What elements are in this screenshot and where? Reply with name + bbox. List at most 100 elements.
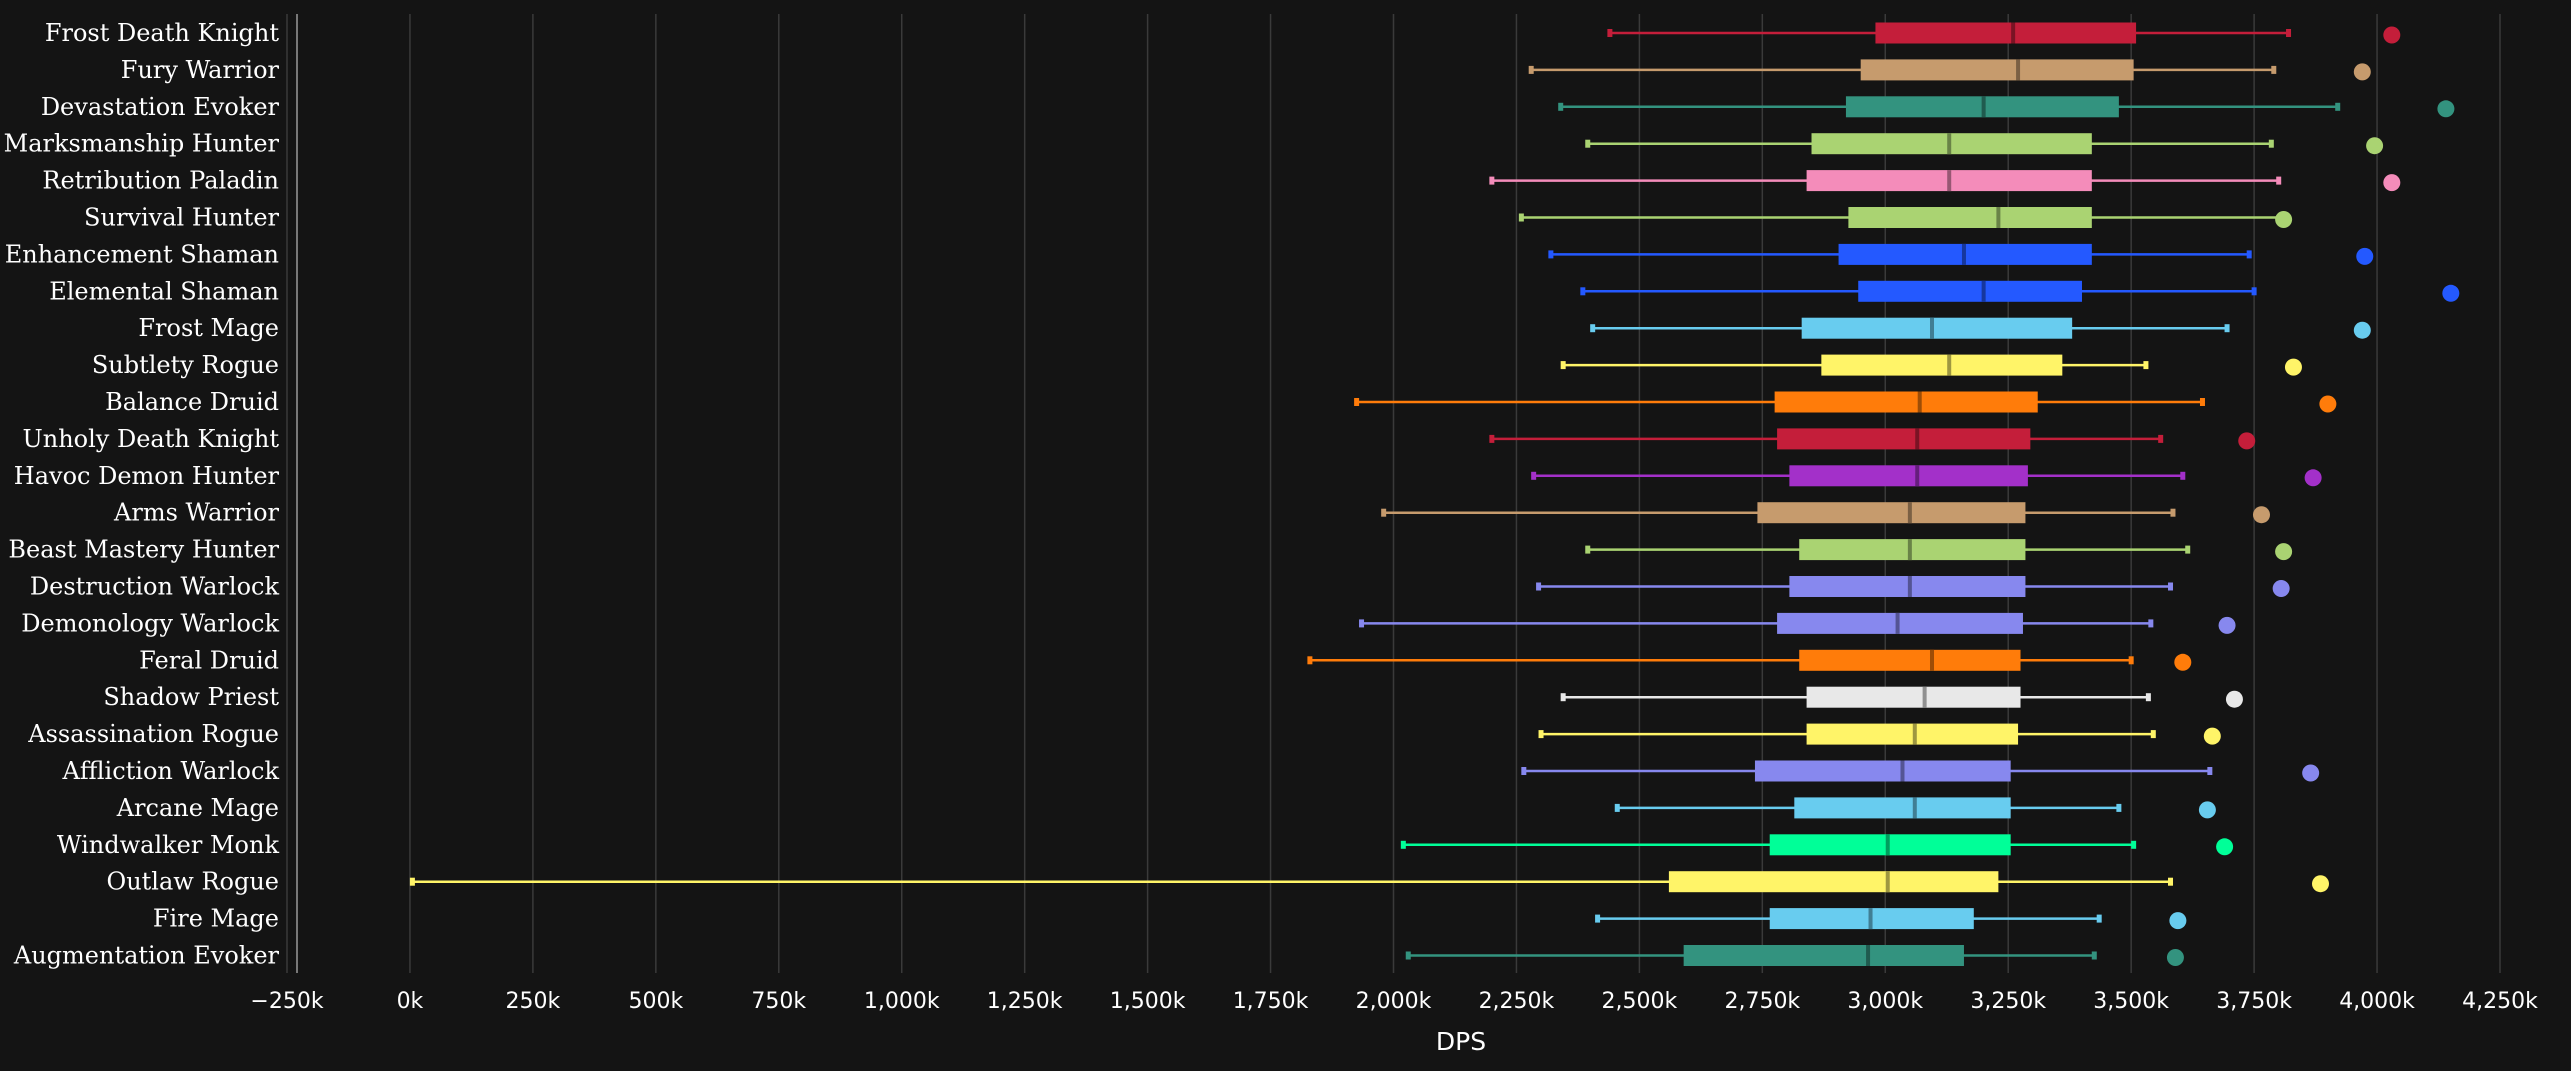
box-row bbox=[1585, 133, 2384, 155]
outlier-point bbox=[2356, 247, 2374, 265]
x-tick-label: 2,250k bbox=[1479, 989, 1555, 1014]
median-line bbox=[1996, 207, 2001, 228]
x-tick-label: 2,000k bbox=[1356, 989, 1432, 1014]
whisker-max-cap bbox=[2131, 840, 2137, 849]
outlier-point bbox=[2302, 764, 2320, 782]
box-row bbox=[1307, 649, 2192, 671]
whisker-max-cap bbox=[2251, 287, 2257, 296]
category-label: Retribution Paladin bbox=[42, 167, 279, 195]
whisker-min-cap bbox=[1590, 324, 1596, 333]
whisker-max-cap bbox=[2168, 877, 2174, 886]
category-label: Balance Druid bbox=[105, 388, 279, 416]
whisker-min-cap bbox=[1489, 434, 1495, 443]
category-label: Beast Mastery Hunter bbox=[8, 536, 279, 564]
whisker-max-cap bbox=[2091, 951, 2097, 960]
category-label: Arms Warrior bbox=[113, 499, 279, 527]
iqr-box bbox=[1794, 797, 2011, 819]
whisker-min-cap bbox=[1585, 139, 1591, 148]
outlier-point bbox=[2353, 63, 2371, 81]
box-row bbox=[1538, 723, 2221, 745]
box-row bbox=[1531, 465, 2322, 487]
whisker-min-cap bbox=[1405, 951, 1411, 960]
whisker-max-cap bbox=[2185, 545, 2191, 554]
x-tick-label: 1,500k bbox=[1110, 989, 1186, 1014]
median-line bbox=[1907, 539, 1912, 561]
outlier-point bbox=[2198, 801, 2216, 819]
median-line bbox=[1917, 391, 1922, 413]
x-tick-label: −250k bbox=[250, 989, 323, 1014]
whisker-min-cap bbox=[1607, 29, 1613, 37]
whisker-min-cap bbox=[1489, 176, 1495, 185]
whisker-max-cap bbox=[2199, 398, 2205, 406]
category-label: Marksmanship Hunter bbox=[4, 130, 280, 158]
whisker-max-cap bbox=[2148, 619, 2154, 628]
whisker-max-cap bbox=[2158, 434, 2164, 443]
median-line bbox=[1885, 871, 1890, 893]
outlier-point bbox=[2383, 174, 2401, 192]
x-axis-title: DPS bbox=[1436, 1027, 1486, 1056]
box-row bbox=[1595, 908, 2187, 930]
median-line bbox=[1981, 280, 1986, 302]
outlier-point bbox=[2275, 543, 2293, 561]
category-label: Windwalker Monk bbox=[57, 831, 280, 859]
median-line bbox=[1868, 908, 1873, 930]
iqr-box bbox=[1789, 576, 2026, 597]
category-label: Shadow Priest bbox=[103, 683, 279, 711]
category-label: Frost Mage bbox=[138, 314, 279, 342]
iqr-box bbox=[1858, 280, 2082, 302]
median-line bbox=[1907, 502, 1912, 524]
whisker-min-cap bbox=[1614, 803, 1620, 812]
category-label: Fire Mage bbox=[153, 905, 279, 933]
box-row bbox=[1521, 760, 2320, 782]
median-line bbox=[1895, 612, 1900, 634]
iqr-box bbox=[1821, 354, 2063, 376]
whisker-max-cap bbox=[2207, 767, 2213, 775]
box-row bbox=[1560, 686, 2243, 708]
x-tick-label: 500k bbox=[628, 989, 683, 1014]
whisker-max-cap bbox=[2116, 803, 2122, 812]
x-tick-label: 2,500k bbox=[1602, 989, 1678, 1014]
outlier-point bbox=[2319, 395, 2337, 413]
outlier-point bbox=[2216, 838, 2234, 856]
whisker-min-cap bbox=[1521, 767, 1527, 775]
category-label: Havoc Demon Hunter bbox=[14, 462, 280, 490]
outlier-point bbox=[2252, 506, 2270, 524]
median-line bbox=[2016, 59, 2021, 81]
category-labels: Frost Death Knight Fury Warrior Devastatio… bbox=[4, 19, 280, 970]
category-label: Fury Warrior bbox=[121, 56, 280, 84]
outlier-point bbox=[2442, 284, 2460, 302]
whisker-max-cap bbox=[2143, 361, 2149, 370]
category-label: Arcane Mage bbox=[116, 794, 279, 822]
iqr-box bbox=[1811, 133, 2092, 155]
box-row bbox=[1359, 612, 2236, 634]
category-label: Destruction Warlock bbox=[30, 573, 280, 601]
whisker-min-cap bbox=[1538, 730, 1544, 739]
iqr-box bbox=[1799, 539, 2026, 561]
whisker-min-cap bbox=[1580, 287, 1586, 296]
x-tick-label: 3,250k bbox=[1970, 989, 2046, 1014]
box-row bbox=[1405, 945, 2184, 966]
iqr-box bbox=[1774, 391, 2038, 413]
median-line bbox=[1947, 133, 1952, 155]
whisker-min-cap bbox=[1531, 471, 1537, 480]
iqr-box bbox=[1801, 317, 2073, 339]
category-label: Elemental Shaman bbox=[49, 277, 279, 305]
outlier-point bbox=[2275, 211, 2293, 228]
outlier-point bbox=[2169, 912, 2187, 930]
box-row bbox=[1580, 280, 2460, 302]
outlier-point bbox=[2238, 432, 2256, 450]
whisker-min-cap bbox=[1558, 102, 1564, 111]
iqr-box bbox=[1757, 502, 2026, 524]
iqr-box bbox=[1769, 834, 2011, 856]
x-tick-label: 1,750k bbox=[1233, 989, 1309, 1014]
iqr-box bbox=[1806, 686, 2021, 708]
box-row bbox=[409, 871, 2330, 893]
outlier-point bbox=[2304, 469, 2322, 487]
median-line bbox=[1907, 576, 1912, 597]
outlier-point bbox=[2366, 137, 2384, 155]
whisker-max-cap bbox=[2145, 693, 2151, 702]
box-row bbox=[1558, 96, 2455, 118]
whisker-min-cap bbox=[1354, 398, 1360, 406]
